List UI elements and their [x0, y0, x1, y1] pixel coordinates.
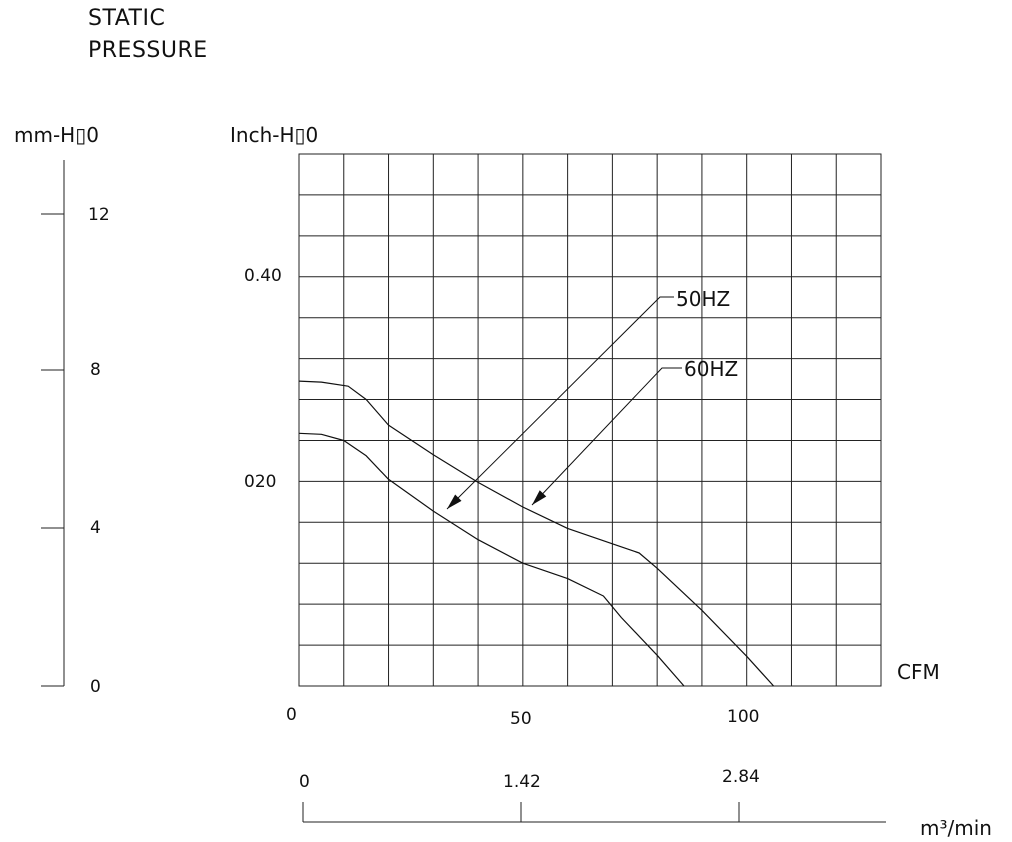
series-label-60hz: 60HZ: [684, 357, 739, 381]
plot-frame: [298, 153, 882, 687]
series-layer: [298, 380, 775, 687]
left-axis-tick-4: 4: [90, 518, 101, 538]
left-axis-tick-0: 0: [90, 677, 101, 697]
arrowhead-50hz: [447, 494, 462, 509]
leader-line-50hz: [446, 296, 674, 510]
y-axis-unit-label: Inch-H▯0: [230, 123, 319, 147]
leader-line-60hz: [531, 367, 682, 506]
m3-axis-tick-2-84: 2.84: [722, 767, 760, 787]
chart-title-line-1: STATIC: [88, 6, 166, 31]
m3-axis-tick-1-42: 1.42: [503, 772, 541, 792]
annotation-layer: [446, 296, 682, 510]
x-axis-tick-0: 0: [286, 705, 297, 725]
m3-axis-tick-0: 0: [299, 772, 310, 792]
chart-title-line-2: PRESSURE: [88, 38, 208, 63]
left-axis-unit-label: mm-H▯0: [14, 123, 99, 147]
arrowhead-60hz: [532, 490, 547, 505]
plot-grid: [298, 153, 882, 687]
series-label-50hz: 50HZ: [676, 287, 731, 311]
left-axis-tick-8: 8: [90, 360, 101, 380]
series-line-50hz: [298, 380, 775, 687]
y-axis-tick-0-40: 0.40: [244, 266, 282, 286]
m3-axis-unit-label: m³/min: [920, 816, 992, 840]
x-axis-tick-50: 50: [510, 709, 532, 729]
left-axis-tick-12: 12: [88, 205, 110, 225]
y-axis-tick-020: 020: [244, 472, 277, 492]
series-line-60hz: [298, 432, 685, 687]
x-axis-tick-100: 100: [727, 707, 760, 727]
x-axis-unit-label: CFM: [897, 660, 940, 684]
axes: [41, 160, 886, 823]
